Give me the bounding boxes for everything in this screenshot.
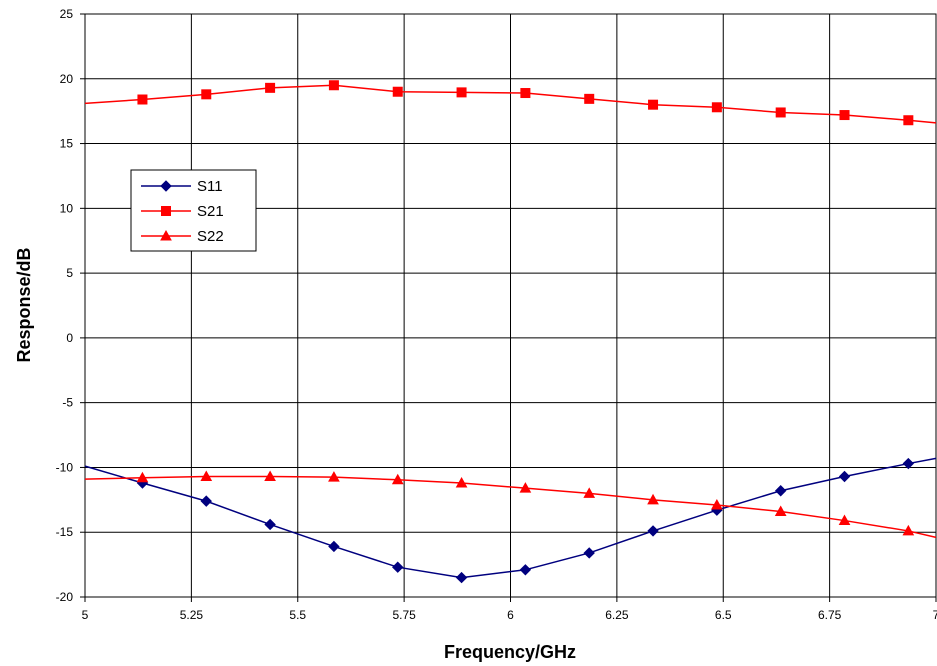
series-s11 bbox=[84, 457, 937, 584]
y-tick-label: 15 bbox=[60, 137, 74, 151]
x-tick-label: 5 bbox=[82, 608, 89, 622]
point-s22 bbox=[838, 514, 851, 526]
data-series bbox=[84, 80, 937, 584]
x-tick-label: 6.5 bbox=[715, 608, 732, 622]
point-s22 bbox=[647, 493, 659, 505]
y-tick-label: -10 bbox=[56, 460, 74, 474]
y-tick-label: -5 bbox=[62, 396, 73, 410]
point-s11 bbox=[264, 518, 276, 531]
legend-item-s22: S22 bbox=[141, 228, 224, 245]
legend-label-s22: S22 bbox=[197, 228, 224, 245]
point-s21 bbox=[392, 86, 403, 97]
point-s11 bbox=[328, 540, 340, 553]
point-s22 bbox=[519, 482, 532, 493]
point-s21 bbox=[903, 115, 914, 126]
x-tick-label: 5.75 bbox=[392, 608, 416, 622]
point-s11 bbox=[200, 495, 212, 507]
legend-item-s11: S11 bbox=[141, 178, 223, 195]
y-tick-label: 25 bbox=[60, 7, 74, 21]
point-s21 bbox=[265, 82, 276, 93]
legend-marker-s11 bbox=[160, 180, 172, 192]
point-s21 bbox=[775, 107, 786, 118]
legend-entries: S11 S21 S22 bbox=[141, 178, 224, 245]
point-s11 bbox=[774, 485, 787, 497]
point-s21 bbox=[201, 89, 212, 100]
point-s11 bbox=[838, 470, 851, 483]
y-tick-label: -15 bbox=[56, 525, 74, 539]
point-s22 bbox=[455, 476, 468, 488]
legend: S11 S21 S22 bbox=[130, 169, 257, 252]
point-s21 bbox=[839, 110, 850, 121]
point-s11 bbox=[455, 571, 468, 584]
point-s11 bbox=[583, 547, 595, 559]
x-tick-label: 7 bbox=[933, 608, 937, 622]
point-s22 bbox=[200, 470, 213, 482]
point-s21 bbox=[584, 93, 595, 104]
legend-label-s21: S21 bbox=[197, 203, 224, 220]
y-axis-title: Response/dB bbox=[14, 247, 34, 362]
y-tick-label: 5 bbox=[66, 266, 73, 280]
point-s22 bbox=[711, 498, 723, 510]
point-s11 bbox=[519, 564, 532, 576]
point-s11 bbox=[902, 457, 915, 470]
legend-item-s21: S21 bbox=[141, 203, 224, 220]
series-s22 bbox=[84, 470, 937, 539]
point-s22 bbox=[902, 524, 915, 536]
point-s22 bbox=[583, 487, 596, 498]
x-tick-label: 5.5 bbox=[289, 608, 306, 622]
point-s21 bbox=[520, 88, 531, 99]
grid-lines bbox=[80, 13, 937, 602]
x-tick-label: 6.25 bbox=[605, 608, 629, 622]
point-s21 bbox=[711, 102, 722, 113]
y-tick-label: -20 bbox=[56, 590, 74, 604]
point-s21 bbox=[137, 94, 148, 105]
point-s22 bbox=[264, 470, 276, 482]
x-tick-label: 6 bbox=[507, 608, 514, 622]
y-tick-label: 0 bbox=[66, 331, 73, 345]
point-s22 bbox=[328, 471, 340, 482]
point-s22 bbox=[136, 471, 149, 483]
point-s11 bbox=[392, 561, 404, 573]
point-s21 bbox=[648, 99, 659, 110]
point-s21 bbox=[328, 80, 339, 91]
point-s22 bbox=[774, 505, 787, 516]
point-s11 bbox=[647, 525, 659, 537]
y-tick-label: 20 bbox=[60, 72, 74, 86]
legend-marker-s22 bbox=[160, 229, 172, 241]
x-axis-title: Frequency/GHz bbox=[444, 642, 576, 662]
y-tick-label: 10 bbox=[60, 201, 74, 215]
legend-label-s11: S11 bbox=[197, 178, 223, 195]
point-s22 bbox=[391, 473, 404, 485]
x-tick-label: 5.25 bbox=[180, 608, 204, 622]
legend-marker-s21 bbox=[161, 206, 171, 216]
series-s21 bbox=[84, 80, 937, 126]
tick-labels: 5 5.25 5.5 5.75 6 6.25 6.5 6.75 7 25 20 15 10 5 0 -5 -10… bbox=[56, 7, 937, 622]
point-s21 bbox=[456, 87, 467, 98]
x-tick-label: 6.75 bbox=[818, 608, 842, 622]
